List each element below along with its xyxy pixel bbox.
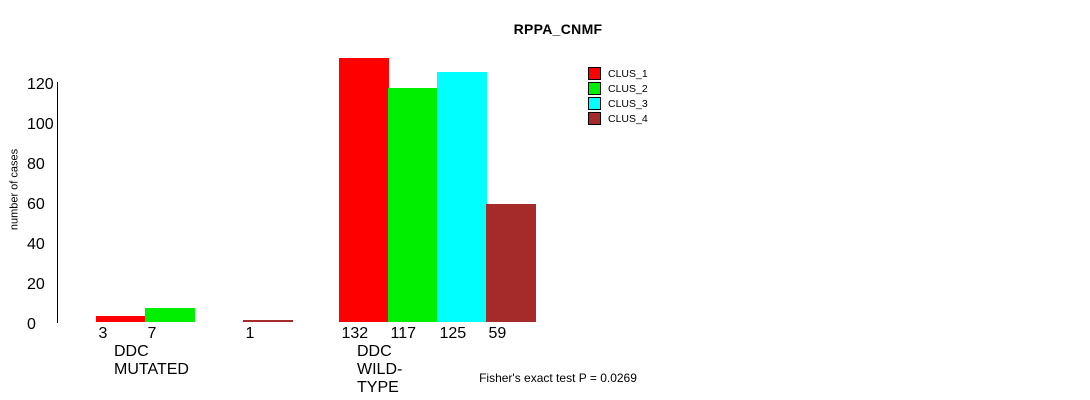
legend-item: CLUS_2 xyxy=(588,81,648,96)
bar-clus_4 xyxy=(486,204,536,322)
legend-swatch-clus_2 xyxy=(588,82,601,95)
y-axis-tick-label: 80 xyxy=(27,156,45,173)
legend-label: CLUS_3 xyxy=(608,97,648,110)
y-axis-tick-label: 60 xyxy=(27,196,45,213)
bar-count-label: 1 xyxy=(245,325,255,342)
y-axis-title: number of cases xyxy=(8,148,21,231)
bar-clus_2 xyxy=(388,88,438,322)
fisher-test-note: Fisher's exact test P = 0.0269 xyxy=(479,371,637,385)
y-axis-tick-label: 20 xyxy=(27,276,45,293)
legend-label: CLUS_4 xyxy=(608,112,648,125)
bar-count-label: 117 xyxy=(390,325,417,342)
bar-clus_2 xyxy=(145,308,195,322)
bar-count-label: 132 xyxy=(341,325,369,342)
legend-item: CLUS_3 xyxy=(588,96,648,111)
legend-swatch-clus_4 xyxy=(588,112,601,125)
bar-count-label: 7 xyxy=(147,325,157,342)
legend-item: CLUS_4 xyxy=(588,111,648,126)
y-axis-tick-label: 120 xyxy=(27,76,54,93)
legend: CLUS_1 CLUS_2 CLUS_3 CLUS_4 xyxy=(588,66,648,126)
legend-swatch-clus_1 xyxy=(588,67,601,80)
bar-clus_3 xyxy=(437,72,487,322)
x-group-label: DDC MUTATED xyxy=(114,343,189,378)
y-axis-tick-label: 0 xyxy=(27,316,36,333)
y-axis-line xyxy=(57,82,58,323)
bar-count-label: 3 xyxy=(98,325,108,342)
bar-clus_1 xyxy=(96,316,146,322)
bar-clus_4 xyxy=(243,320,293,322)
legend-item: CLUS_1 xyxy=(588,66,648,81)
legend-label: CLUS_2 xyxy=(608,82,648,95)
y-axis-tick-label: 100 xyxy=(27,116,54,133)
x-group-label: DDC WILD-TYPE xyxy=(357,343,403,396)
legend-swatch-clus_3 xyxy=(588,97,601,110)
y-axis-tick-label: 40 xyxy=(27,236,45,253)
chart-title: RPPA_CNMF xyxy=(513,21,603,37)
bar-count-label: 125 xyxy=(439,325,467,342)
bar-clus_1 xyxy=(339,58,389,322)
legend-label: CLUS_1 xyxy=(608,67,648,80)
bar-count-label: 59 xyxy=(488,325,507,342)
